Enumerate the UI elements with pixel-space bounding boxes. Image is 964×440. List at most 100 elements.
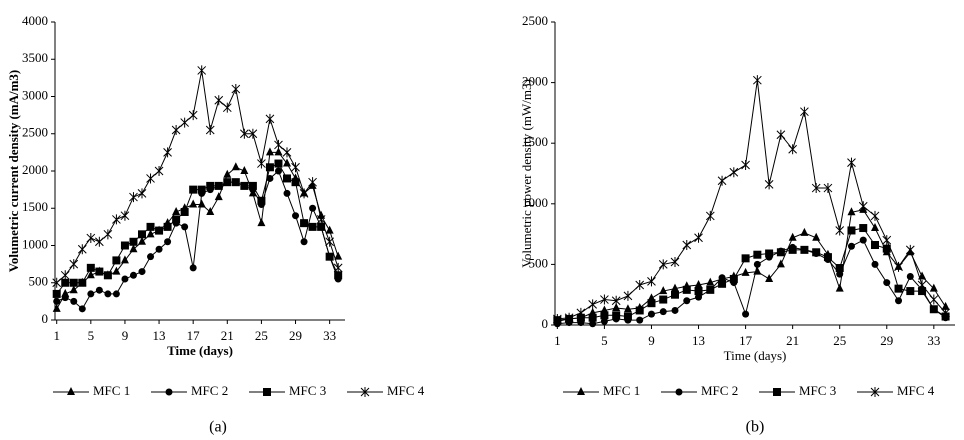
marker bbox=[564, 312, 574, 323]
marker bbox=[905, 244, 915, 255]
marker bbox=[694, 287, 703, 296]
marker bbox=[589, 320, 597, 328]
marker bbox=[240, 181, 249, 190]
marker bbox=[600, 294, 609, 305]
marker bbox=[671, 306, 679, 314]
y-tick-label: 3000 bbox=[22, 87, 48, 102]
marker bbox=[612, 303, 621, 312]
legend-label: MFC 3 bbox=[799, 383, 836, 398]
marker bbox=[600, 311, 609, 320]
marker bbox=[325, 252, 334, 261]
legend-label: MFC 4 bbox=[387, 383, 425, 398]
marker bbox=[694, 232, 703, 243]
marker bbox=[682, 285, 691, 294]
marker bbox=[214, 181, 223, 190]
marker bbox=[717, 175, 727, 186]
x-tick-label: 21 bbox=[786, 333, 799, 348]
marker bbox=[61, 294, 69, 302]
marker bbox=[308, 222, 317, 231]
y-axis-title: Volumetric power density (mW/m3) bbox=[519, 79, 534, 268]
series-line bbox=[56, 170, 339, 310]
marker bbox=[155, 245, 163, 253]
marker bbox=[612, 311, 621, 320]
marker bbox=[776, 129, 786, 140]
marker bbox=[859, 224, 868, 233]
marker bbox=[671, 290, 679, 299]
marker bbox=[138, 230, 146, 239]
legend-marker bbox=[870, 387, 880, 397]
marker bbox=[231, 178, 240, 187]
marker bbox=[214, 95, 224, 106]
marker bbox=[647, 276, 656, 287]
x-tick-label: 29 bbox=[289, 328, 302, 343]
marker bbox=[800, 245, 809, 254]
marker bbox=[847, 207, 856, 216]
marker bbox=[870, 210, 880, 221]
marker bbox=[291, 162, 300, 173]
x-tick-label: 25 bbox=[833, 333, 846, 348]
legend-label: MFC 2 bbox=[191, 383, 228, 398]
marker bbox=[671, 283, 679, 292]
marker bbox=[146, 222, 155, 231]
marker bbox=[69, 278, 78, 287]
marker bbox=[138, 268, 146, 276]
series-line bbox=[557, 227, 946, 321]
marker bbox=[163, 222, 172, 231]
legend-marker bbox=[577, 387, 585, 395]
x-tick-label: 33 bbox=[927, 333, 940, 348]
marker bbox=[129, 244, 138, 253]
marker bbox=[729, 167, 739, 178]
y-tick-label: 2000 bbox=[522, 74, 548, 89]
marker bbox=[240, 166, 249, 174]
marker bbox=[894, 284, 903, 293]
y-tick-label: 1500 bbox=[522, 134, 548, 149]
marker bbox=[929, 283, 938, 292]
marker bbox=[670, 256, 680, 267]
marker bbox=[146, 229, 155, 238]
marker bbox=[823, 253, 832, 262]
y-tick-label: 0 bbox=[542, 316, 549, 331]
marker bbox=[257, 196, 266, 205]
marker bbox=[800, 106, 809, 117]
marker bbox=[658, 259, 668, 270]
marker bbox=[53, 297, 61, 305]
marker bbox=[647, 310, 655, 318]
marker bbox=[292, 212, 300, 220]
marker bbox=[682, 240, 692, 251]
marker bbox=[94, 236, 104, 247]
marker bbox=[812, 232, 821, 241]
marker bbox=[718, 274, 726, 282]
panel-caption: (a) bbox=[209, 419, 227, 436]
marker bbox=[812, 248, 821, 257]
marker bbox=[274, 139, 283, 150]
marker bbox=[231, 162, 240, 171]
y-tick-label: 3500 bbox=[22, 50, 48, 65]
marker bbox=[623, 304, 632, 313]
marker bbox=[765, 273, 774, 282]
marker bbox=[266, 174, 274, 182]
marker bbox=[882, 235, 892, 246]
legend-marker bbox=[165, 388, 173, 396]
marker bbox=[883, 279, 891, 287]
marker bbox=[659, 286, 668, 295]
marker bbox=[283, 189, 291, 197]
marker bbox=[659, 295, 668, 304]
marker bbox=[309, 204, 317, 212]
marker bbox=[172, 206, 181, 215]
marker bbox=[788, 144, 798, 155]
marker bbox=[274, 147, 283, 156]
marker bbox=[334, 271, 343, 280]
series-line bbox=[557, 80, 946, 320]
marker bbox=[206, 206, 215, 215]
marker bbox=[858, 201, 868, 212]
marker bbox=[776, 248, 785, 257]
marker bbox=[611, 295, 621, 306]
marker bbox=[86, 233, 96, 244]
marker bbox=[172, 215, 181, 224]
marker bbox=[742, 310, 750, 318]
marker bbox=[146, 173, 155, 184]
marker bbox=[871, 241, 879, 250]
marker bbox=[69, 259, 79, 270]
marker bbox=[188, 110, 198, 121]
marker bbox=[718, 279, 727, 288]
